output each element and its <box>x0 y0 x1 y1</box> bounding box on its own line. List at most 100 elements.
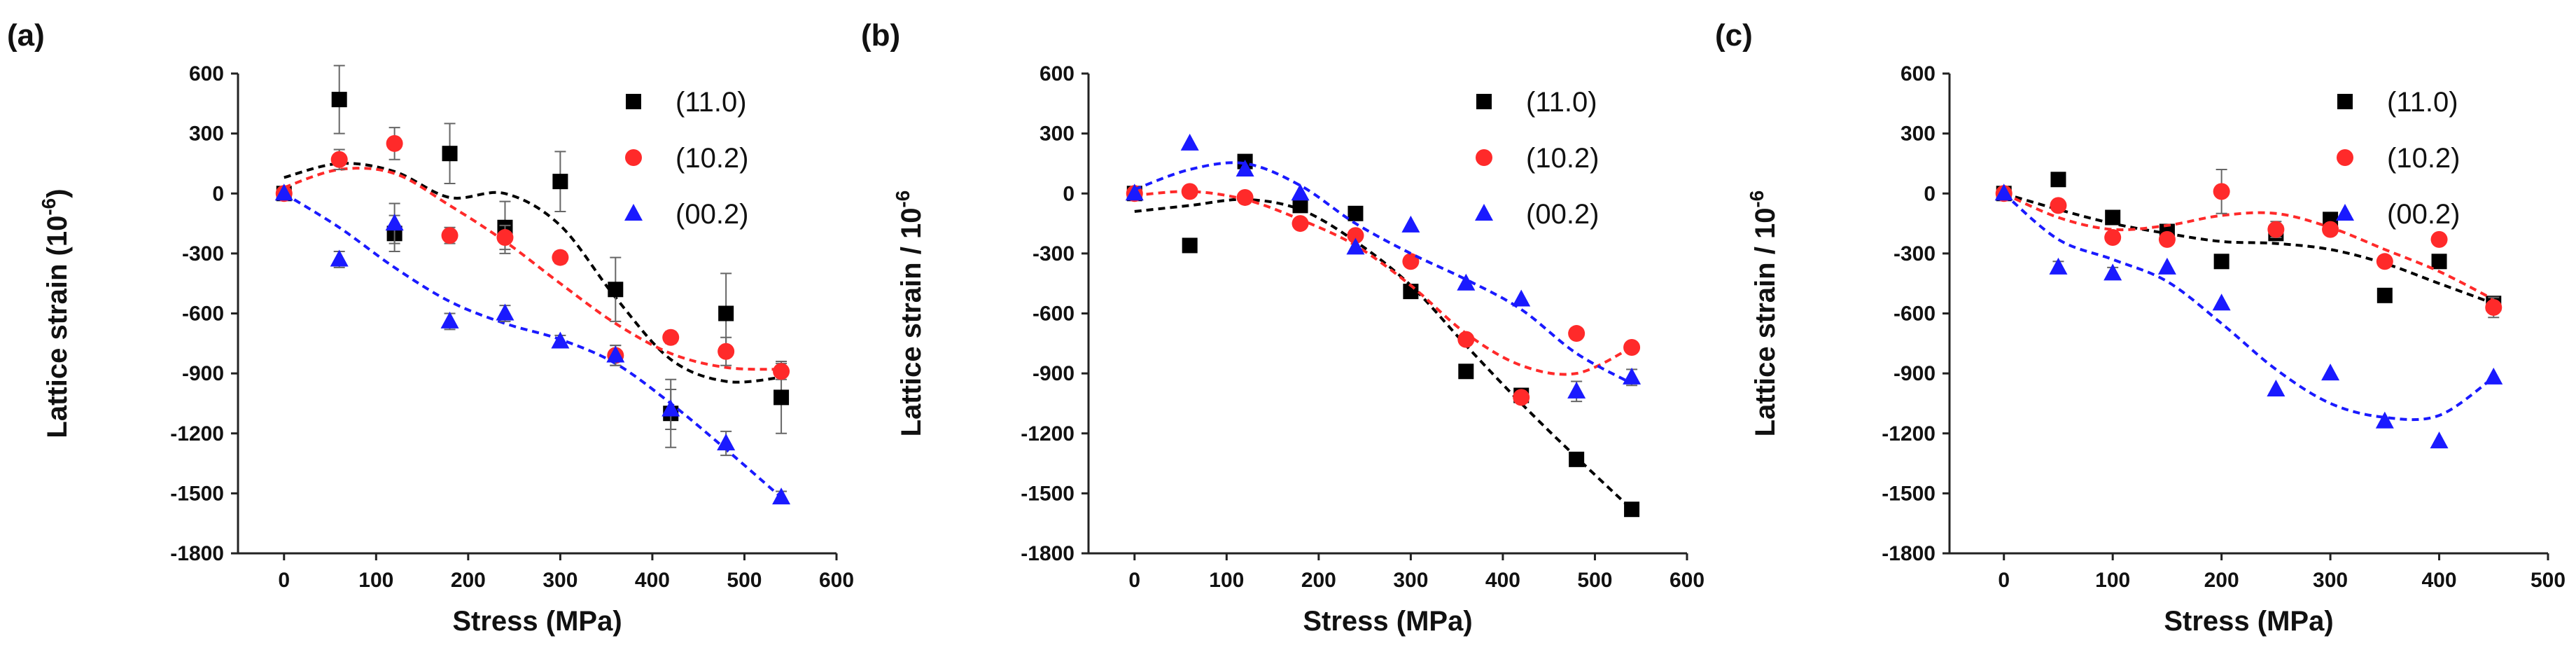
y-tick-label: -1200 <box>1882 422 1935 445</box>
y-tick-label: -900 <box>1032 362 1074 385</box>
data-point-triangle <box>606 345 625 363</box>
data-point-triangle <box>1623 367 1642 385</box>
fit-curve <box>1134 190 1632 376</box>
legend-label: (00.2) <box>1526 199 1600 230</box>
data-point-circle <box>1347 227 1364 244</box>
y-tick-label: 0 <box>1063 182 1074 205</box>
panel-label: (b) <box>861 18 900 53</box>
data-point-circle <box>2050 197 2067 214</box>
x-tick-label: 200 <box>1301 569 1336 592</box>
fit-curve <box>1134 161 1633 385</box>
legend-label: (11.0) <box>1526 87 1597 118</box>
y-tick-label: -1800 <box>170 542 224 565</box>
data-point-circle <box>1568 325 1586 343</box>
y-tick-label: -300 <box>1893 242 1935 265</box>
data-point-triangle <box>2267 379 2286 396</box>
x-axis-title: Stress (MPa) <box>1303 606 1472 637</box>
fit-curve <box>2003 192 2494 305</box>
x-axis-title: Stress (MPa) <box>452 606 622 637</box>
data-point-square <box>2376 287 2393 303</box>
data-point-square <box>2431 254 2447 270</box>
data-point-triangle <box>772 487 791 505</box>
data-point-triangle <box>2321 364 2340 381</box>
data-point-square <box>718 305 734 321</box>
legend-label: (11.0) <box>2387 87 2458 118</box>
x-tick-label: 100 <box>1209 569 1244 592</box>
x-tick-label: 0 <box>1128 569 1140 592</box>
series-square <box>276 64 790 448</box>
y-axis-title-suffix: ) <box>42 188 73 198</box>
y-tick-label: 0 <box>212 182 224 205</box>
data-point-square <box>1458 364 1474 380</box>
series-triangle <box>1994 184 2503 449</box>
data-point-triangle <box>2049 257 2068 275</box>
data-point-circle <box>1292 215 1309 233</box>
x-tick-label: 200 <box>2204 569 2239 592</box>
x-tick-label: 500 <box>1577 569 1612 592</box>
legend-marker-triangle <box>1475 204 1493 221</box>
data-point-square <box>1348 205 1364 221</box>
data-point-circle <box>552 249 569 266</box>
y-tick-label: -1800 <box>1021 542 1074 565</box>
y-axis-title-text: Lattice strain / 10 <box>896 208 927 437</box>
data-point-circle <box>2158 230 2176 248</box>
legend-label: (00.2) <box>2387 199 2460 230</box>
data-point-circle <box>2322 221 2339 238</box>
x-tick-label: 200 <box>451 569 486 592</box>
x-tick-label: 300 <box>542 569 578 592</box>
y-tick-label: -300 <box>1032 242 1074 265</box>
x-tick-label: 400 <box>2422 569 2457 592</box>
data-point-circle <box>2104 229 2122 247</box>
x-tick-label: 0 <box>1998 569 2010 592</box>
y-tick-label: 0 <box>1924 182 1935 205</box>
data-point-square <box>552 174 568 190</box>
y-tick-label: -600 <box>1893 303 1935 326</box>
data-point-circle <box>1236 188 1254 206</box>
data-point-triangle <box>1236 160 1254 177</box>
series-circle <box>275 127 790 380</box>
data-point-triangle <box>2484 367 2503 385</box>
y-tick-label: 300 <box>1040 123 1074 146</box>
data-point-triangle <box>2375 411 2394 429</box>
data-point-square <box>1182 237 1198 254</box>
data-point-triangle <box>662 399 680 417</box>
y-tick-label: -600 <box>1032 303 1074 326</box>
y-tick-label: -1500 <box>1882 482 1935 505</box>
legend-marker-circle <box>2337 149 2353 166</box>
data-point-circle <box>330 151 348 168</box>
x-tick-label: 300 <box>2313 569 2348 592</box>
legend-label: (10.2) <box>1526 143 1600 174</box>
y-tick-label: 600 <box>1900 62 1935 85</box>
data-point-triangle <box>1401 215 1420 233</box>
data-point-circle <box>1457 331 1475 348</box>
y-axis-title: Lattice strain / 10-6 <box>892 191 927 437</box>
data-point-circle <box>1181 183 1198 200</box>
data-point-square <box>331 92 347 108</box>
y-tick-label: 300 <box>189 123 224 146</box>
chart-panel-1: (a) 600 300 0 -300 -600 -900 -1200 -1500 -1800 0 10… <box>7 18 854 637</box>
legend-marker-circle <box>625 149 642 166</box>
data-point-square <box>1569 451 1585 467</box>
data-point-circle <box>773 363 790 380</box>
data-point-triangle <box>551 331 570 349</box>
series-triangle <box>274 184 791 505</box>
legend-label: (10.2) <box>676 143 749 174</box>
data-point-circle <box>1513 389 1530 406</box>
x-tick-label: 400 <box>635 569 670 592</box>
y-axis-title: Lattice strain (10-6) <box>38 188 73 438</box>
y-tick-label: -300 <box>182 242 224 265</box>
data-point-triangle <box>1125 184 1144 201</box>
data-point-circle <box>2430 230 2448 248</box>
fit-curve <box>283 192 783 499</box>
x-tick-label: 500 <box>727 569 762 592</box>
legend-label: (11.0) <box>676 87 747 118</box>
x-tick-label: 600 <box>1670 569 1704 592</box>
data-point-circle <box>2485 298 2502 316</box>
chart-panel-2: (b) 600 300 0 -300 -600 -900 -1200 -1500 -1800 0 10… <box>861 18 1704 637</box>
y-tick-label: -900 <box>182 362 224 385</box>
data-point-triangle <box>1457 273 1476 291</box>
y-tick-label: -1200 <box>1021 422 1074 445</box>
data-point-circle <box>386 134 403 152</box>
data-point-triangle <box>1180 133 1199 151</box>
y-tick-label: 600 <box>189 62 224 85</box>
